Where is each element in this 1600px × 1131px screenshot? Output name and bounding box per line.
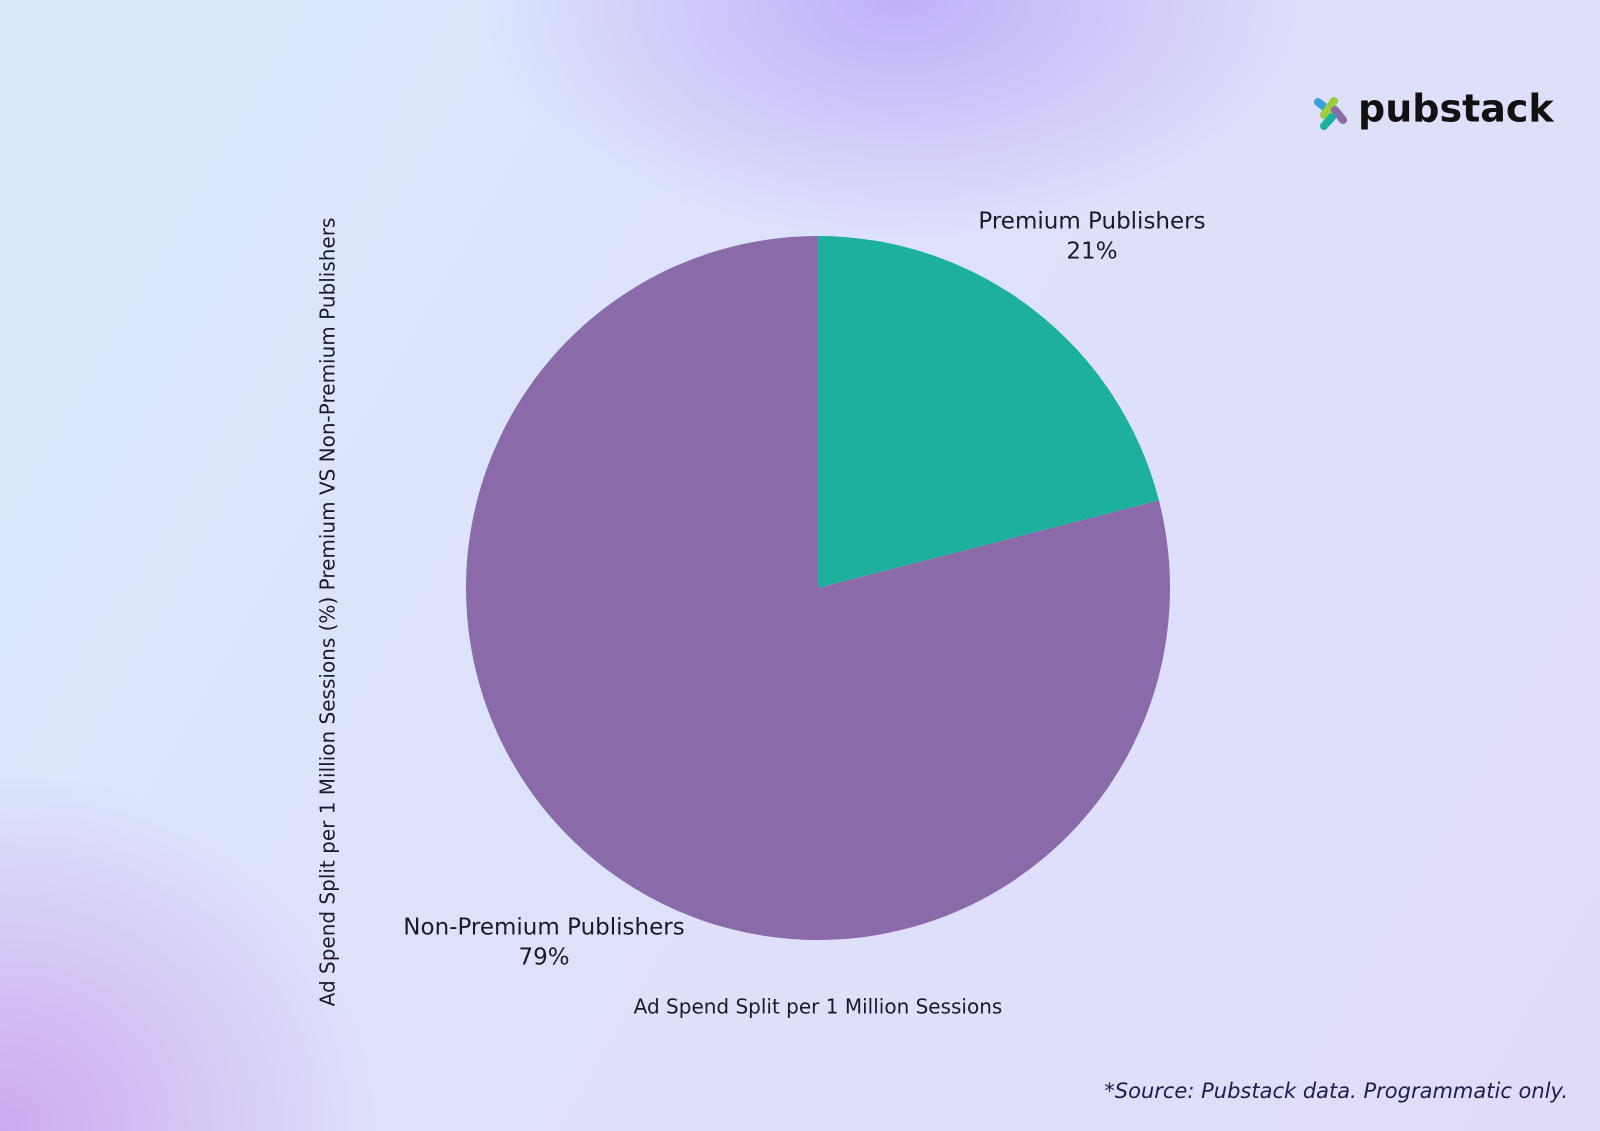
slice-label: Premium Publishers (978, 208, 1205, 234)
pie-slice (818, 236, 1159, 588)
slice-value-label: 79% (518, 945, 569, 971)
footnote: *Source: Pubstack data. Programmatic onl… (1104, 1079, 1568, 1103)
slice-label: Non-Premium Publishers (403, 915, 684, 941)
logo-text: pubstack (1358, 87, 1554, 131)
pie-slice (466, 236, 1171, 940)
slice-value-label: 21% (1066, 238, 1117, 264)
x-axis-label: Ad Spend Split per 1 Million Sessions (634, 995, 1003, 1019)
logo-icon (1314, 97, 1347, 130)
y-axis-label: Ad Spend Split per 1 Million Sessions (%… (316, 218, 340, 1007)
